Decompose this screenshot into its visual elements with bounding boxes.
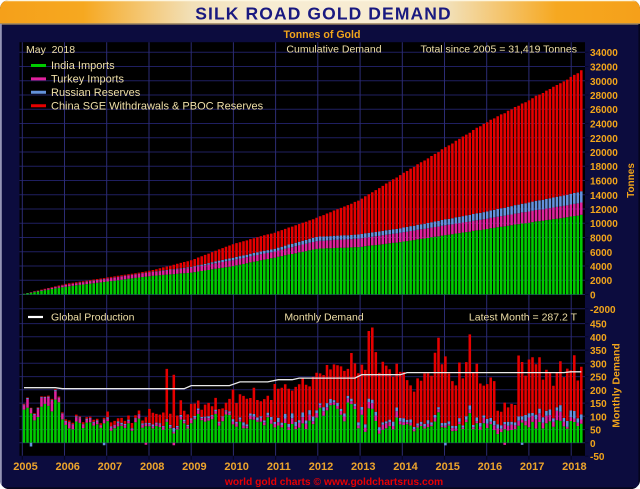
svg-text:200: 200 — [590, 386, 607, 397]
svg-text:450: 450 — [590, 320, 607, 331]
svg-text:2013: 2013 — [351, 461, 375, 473]
svg-text:4000: 4000 — [590, 262, 613, 273]
svg-text:10000: 10000 — [590, 219, 618, 230]
svg-text:2016: 2016 — [478, 461, 502, 473]
svg-text:India Imports: India Imports — [51, 60, 115, 72]
svg-text:2015: 2015 — [435, 461, 459, 473]
svg-text:2012: 2012 — [309, 461, 333, 473]
svg-text:2007: 2007 — [98, 461, 122, 473]
svg-text:26000: 26000 — [590, 105, 618, 116]
svg-text:2014: 2014 — [393, 461, 418, 473]
svg-text:34000: 34000 — [590, 48, 618, 59]
svg-text:Tonnes of Gold: Tonnes of Gold — [284, 29, 361, 41]
svg-text:350: 350 — [590, 346, 607, 357]
svg-text:0: 0 — [590, 291, 596, 302]
svg-text:0: 0 — [590, 439, 596, 450]
svg-text:2009: 2009 — [182, 461, 206, 473]
svg-text:Turkey Imports: Turkey Imports — [51, 74, 124, 86]
svg-text:2018: 2018 — [562, 461, 586, 473]
svg-text:16000: 16000 — [590, 177, 618, 188]
svg-text:12000: 12000 — [590, 205, 618, 216]
svg-text:28000: 28000 — [590, 91, 618, 102]
svg-text:-2000: -2000 — [590, 305, 616, 316]
svg-text:400: 400 — [590, 333, 607, 344]
svg-text:150: 150 — [590, 399, 607, 410]
svg-text:300: 300 — [590, 359, 607, 370]
svg-text:world gold charts © www.goldch: world gold charts © www.goldchartsrus.co… — [224, 477, 443, 488]
svg-text:2006: 2006 — [55, 461, 79, 473]
svg-text:100: 100 — [590, 412, 607, 423]
svg-text:2011: 2011 — [267, 461, 291, 473]
svg-text:18000: 18000 — [590, 162, 618, 173]
svg-text:8000: 8000 — [590, 234, 613, 245]
svg-text:Russian Reserves: Russian Reserves — [51, 87, 141, 99]
svg-text:2005: 2005 — [13, 461, 37, 473]
svg-text:6000: 6000 — [590, 248, 613, 259]
svg-text:50: 50 — [590, 426, 602, 437]
svg-text:China SGE Withdrawals & PBOC R: China SGE Withdrawals & PBOC Reserves — [51, 100, 264, 112]
svg-text:Monthly Demand: Monthly Demand — [611, 343, 623, 428]
svg-text:2000: 2000 — [590, 276, 613, 287]
svg-text:32000: 32000 — [590, 63, 618, 74]
svg-text:-50: -50 — [590, 452, 605, 463]
svg-text:14000: 14000 — [590, 191, 618, 202]
svg-text:Monthly Demand: Monthly Demand — [284, 312, 364, 324]
svg-text:Total since 2005 = 31,419 Tonn: Total since 2005 = 31,419 Tonnes — [420, 44, 577, 56]
svg-text:Cumulative Demand: Cumulative Demand — [286, 44, 381, 56]
svg-text:SILK ROAD GOLD DEMAND: SILK ROAD GOLD DEMAND — [195, 4, 451, 24]
svg-text:Tonnes: Tonnes — [626, 163, 637, 198]
svg-text:30000: 30000 — [590, 77, 618, 88]
svg-text:24000: 24000 — [590, 120, 618, 131]
svg-text:2017: 2017 — [520, 461, 544, 473]
svg-text:2010: 2010 — [224, 461, 248, 473]
svg-text:Global Production: Global Production — [51, 312, 135, 324]
svg-text:22000: 22000 — [590, 134, 618, 145]
svg-text:20000: 20000 — [590, 148, 618, 159]
svg-text:250: 250 — [590, 373, 607, 384]
svg-text:May 2018: May 2018 — [26, 44, 75, 56]
svg-text:Latest Month = 287.2 T: Latest Month = 287.2 T — [469, 312, 578, 324]
svg-text:2008: 2008 — [140, 461, 164, 473]
